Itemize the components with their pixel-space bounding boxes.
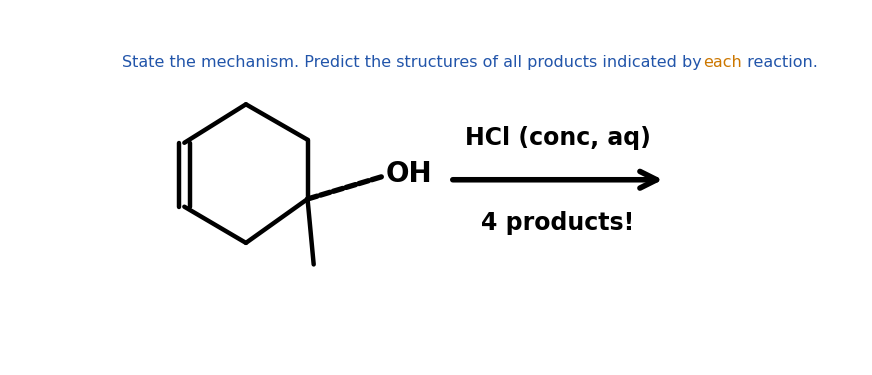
Text: State the mechanism. Predict the structures of all products indicated by: State the mechanism. Predict the structu… [122, 55, 707, 70]
Text: 4 products!: 4 products! [481, 210, 635, 234]
Text: each: each [703, 55, 742, 70]
Text: HCl (conc, aq): HCl (conc, aq) [465, 126, 651, 150]
Text: OH: OH [386, 160, 433, 188]
Text: reaction.: reaction. [741, 55, 817, 70]
